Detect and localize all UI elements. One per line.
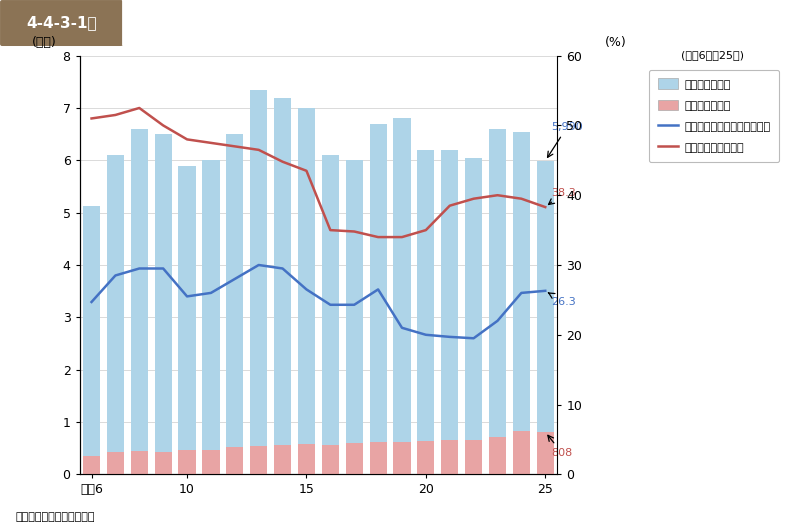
Bar — [202, 450, 220, 474]
Bar — [537, 161, 554, 474]
Bar — [322, 445, 339, 474]
Text: (平成6年～25年): (平成6年～25年) — [681, 50, 744, 60]
Bar — [417, 441, 435, 474]
Bar — [274, 445, 291, 474]
Bar — [393, 443, 411, 474]
Bar — [298, 108, 315, 474]
Bar — [322, 155, 339, 474]
FancyBboxPatch shape — [0, 0, 124, 47]
Text: 808: 808 — [548, 435, 572, 458]
Text: 4-4-3-1図: 4-4-3-1図 — [26, 15, 97, 31]
Text: 26.3: 26.3 — [548, 293, 576, 307]
Bar — [465, 158, 482, 474]
Bar — [513, 431, 530, 474]
Bar — [489, 437, 506, 474]
Bar — [393, 118, 411, 474]
Bar — [83, 206, 100, 474]
Bar — [417, 150, 435, 474]
Bar — [131, 129, 148, 474]
Bar — [250, 90, 267, 474]
Bar — [441, 440, 458, 474]
Text: (%): (%) — [605, 37, 626, 49]
Bar — [83, 456, 100, 474]
Bar — [154, 134, 172, 474]
Bar — [441, 150, 458, 474]
Bar — [298, 444, 315, 474]
Text: 覚せい剤取締法違反　入所受刑者人員の推移: 覚せい剤取締法違反 入所受刑者人員の推移 — [369, 15, 551, 31]
Bar — [369, 443, 387, 474]
Text: (千人): (千人) — [32, 37, 57, 49]
Bar — [178, 165, 196, 474]
Bar — [250, 446, 267, 474]
Bar — [107, 155, 124, 474]
Bar — [345, 443, 363, 474]
Bar — [107, 453, 124, 474]
Bar — [131, 451, 148, 474]
Bar — [537, 432, 554, 474]
Bar — [226, 447, 244, 474]
Bar — [178, 450, 196, 474]
Bar — [513, 131, 530, 474]
Text: 5,990: 5,990 — [548, 122, 583, 157]
Bar — [465, 440, 482, 474]
Bar — [274, 98, 291, 474]
Legend: 入所受刑者人員, うち，女子人員, 入所受刑者総数に占める比率, 女子入所受刑者総数: 入所受刑者人員, うち，女子人員, 入所受刑者総数に占める比率, 女子入所受刑者… — [649, 69, 779, 162]
Bar — [369, 123, 387, 474]
Text: 注　矯正統計年報による。: 注 矯正統計年報による。 — [16, 512, 96, 522]
Bar — [154, 452, 172, 474]
Bar — [226, 134, 244, 474]
Bar — [202, 160, 220, 474]
Bar — [489, 129, 506, 474]
Bar — [345, 160, 363, 474]
Text: 38.3: 38.3 — [548, 188, 576, 205]
